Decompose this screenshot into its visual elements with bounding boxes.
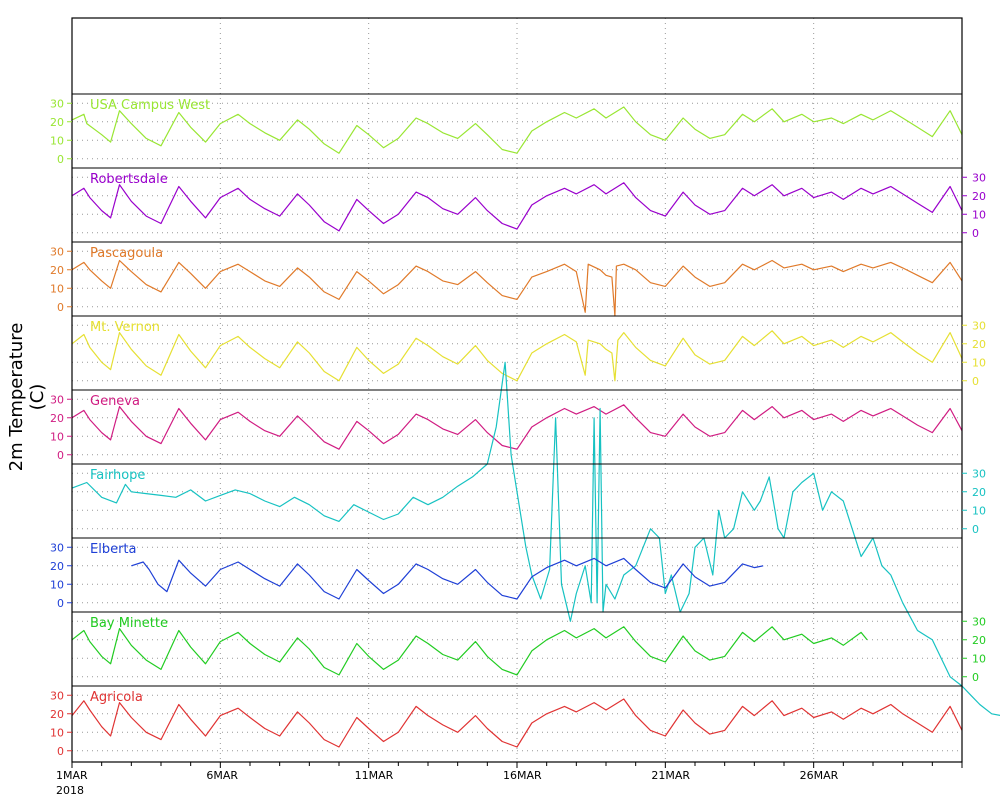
y-tick-label: 10: [972, 652, 986, 665]
y-tick-label: 0: [57, 301, 64, 314]
series-line-elberta: [131, 557, 764, 600]
series-line-fairhope: [71, 361, 1000, 716]
frame: [67, 17, 967, 768]
series-name-robertsdale: Robertsdale: [90, 172, 168, 187]
series-name-geneva: Geneva: [90, 394, 140, 409]
x-tick-label: 16MAR: [503, 769, 542, 782]
series-name-elberta: Elberta: [90, 542, 136, 557]
y-tick-label: 30: [50, 97, 64, 110]
y-tick-label: 0: [972, 671, 979, 684]
x-tick-label: 26MAR: [800, 769, 839, 782]
y-tick-label: 20: [50, 264, 64, 277]
y-tick-label: 10: [50, 430, 64, 443]
y-tick-label: 0: [57, 153, 64, 166]
y-tick-label: 30: [50, 541, 64, 554]
y-tick-label: 20: [972, 634, 986, 647]
series-name-fairhope: Fairhope: [90, 468, 145, 483]
y-tick-label: 10: [50, 726, 64, 739]
y-tick-label: 30: [50, 393, 64, 406]
series-line-pascagoula: [71, 259, 963, 317]
y-tick-label: 20: [972, 338, 986, 351]
series-line-geneva: [71, 404, 963, 450]
y-tick-label: 10: [972, 208, 986, 221]
series-line-mt-vernon: [71, 330, 963, 382]
y-tick-label: 20: [50, 708, 64, 721]
y-tick-label: 0: [972, 375, 979, 388]
y-tick-label: 30: [50, 689, 64, 702]
y-tick-label: 30: [972, 467, 986, 480]
y-tick-label: 30: [972, 615, 986, 628]
y-tick-label: 0: [57, 449, 64, 462]
y-tick-label: 30: [50, 245, 64, 258]
series-line-robertsdale: [71, 182, 963, 232]
y-tick-label: 30: [972, 171, 986, 184]
y-tick-label: 20: [972, 486, 986, 499]
x-tick-label: 1MAR: [56, 769, 88, 782]
y-tick-label: 20: [50, 116, 64, 129]
y-axis-title: 2m Temperature (C): [6, 322, 48, 472]
x-tick-label: 6MAR: [206, 769, 238, 782]
series-name-bay-minette: Bay Minette: [90, 616, 168, 631]
y-tick-label: 10: [972, 356, 986, 369]
y-tick-label: 20: [972, 190, 986, 203]
series-name-mt-vernon: Mt. Vernon: [90, 320, 160, 335]
y-tick-label: 0: [57, 745, 64, 758]
series-layer: [71, 106, 1000, 748]
y-tick-label: 10: [50, 578, 64, 591]
series-line-bay-minette: [71, 626, 868, 676]
y-tick-label: 20: [50, 560, 64, 573]
y-tick-label: 30: [972, 319, 986, 332]
series-name-usa-campus-west: USA Campus West: [90, 98, 210, 113]
series-line-usa-campus-west: [71, 106, 963, 154]
x-tick-year: 2018: [56, 784, 84, 797]
y-tick-label: 0: [972, 227, 979, 240]
x-tick-label: 21MAR: [651, 769, 690, 782]
y-tick-label: 10: [972, 504, 986, 517]
y-tick-label: 20: [50, 412, 64, 425]
series-name-pascagoula: Pascagoula: [90, 246, 163, 261]
labels: 1MAR 2018 6MAR 11MAR 16MAR 21MAR 26MAR 0 10 20 30 U…: [50, 97, 986, 797]
grid: [72, 18, 963, 762]
y-tick-label: 10: [50, 134, 64, 147]
y-tick-label: 0: [57, 597, 64, 610]
series-name-agricola: Agricola: [90, 690, 143, 705]
y-tick-label: 0: [972, 523, 979, 536]
y-tick-label: 10: [50, 282, 64, 295]
x-tick-label: 11MAR: [355, 769, 394, 782]
series-line-agricola: [71, 698, 963, 748]
